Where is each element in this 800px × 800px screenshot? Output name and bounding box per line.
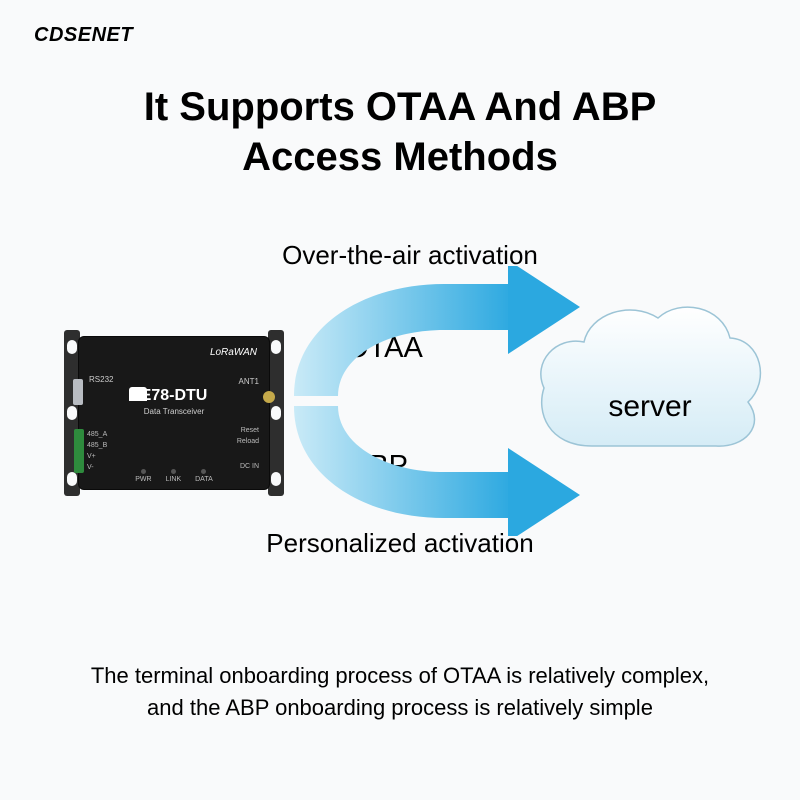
device-bracket-right — [268, 330, 284, 496]
device-illustration: LoRaWAN RS232 E78-DTU Data Transceiver A… — [64, 330, 284, 496]
device-protocol-label: LoRaWAN — [210, 347, 257, 358]
footer-line-1: The terminal onboarding process of OTAA … — [91, 663, 709, 688]
brand-logo: CDSENET — [34, 24, 133, 47]
footer-description: The terminal onboarding process of OTAA … — [40, 660, 760, 724]
device-antenna-label: ANT1 — [239, 377, 259, 386]
device-right-pins: Reset Reload DC IN — [237, 425, 259, 472]
device-left-pins: 485_A 485_B V+ V- — [87, 429, 107, 473]
page-title: It Supports OTAA And ABP Access Methods — [0, 82, 800, 182]
device-port-label: RS232 — [89, 375, 113, 384]
access-methods-diagram: Over-the-air activation OTAA ABP Persona… — [0, 240, 800, 600]
device-terminal-block — [74, 429, 84, 473]
server-label: server — [560, 390, 740, 424]
title-line-1: It Supports OTAA And ABP — [144, 85, 657, 129]
device-subtitle: Data Transceiver — [79, 407, 269, 416]
device-model: E78-DTU — [79, 387, 269, 405]
flow-arrows-icon — [284, 266, 584, 536]
device-body: LoRaWAN RS232 E78-DTU Data Transceiver A… — [78, 336, 270, 490]
title-line-2: Access Methods — [242, 135, 558, 179]
device-leds: PWR LINK DATA — [79, 469, 269, 483]
footer-line-2: and the ABP onboarding process is relati… — [147, 695, 653, 720]
